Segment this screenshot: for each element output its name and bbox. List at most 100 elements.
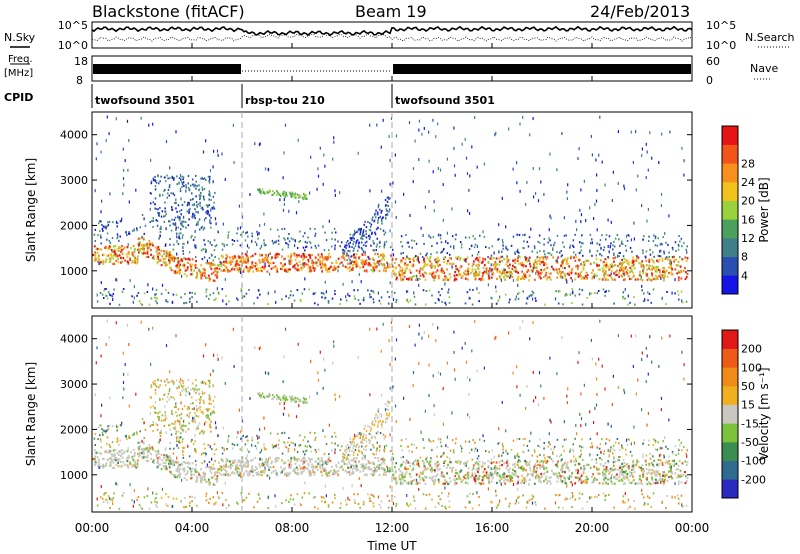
velocity-cell [500, 477, 503, 480]
velocity-cell [664, 461, 667, 464]
power-cell [303, 255, 306, 258]
power-cell [388, 208, 391, 211]
power-cell [179, 263, 182, 266]
velocity-cell [465, 462, 467, 465]
power-cell [316, 264, 319, 267]
power-cell [492, 264, 495, 267]
power-cell [154, 207, 156, 210]
power-cell [288, 240, 291, 243]
velocity-cell [146, 451, 149, 454]
power-cell [362, 232, 364, 235]
power-cell [538, 167, 541, 171]
power-cell [154, 246, 157, 249]
velocity-cell [623, 465, 626, 468]
power-cell [469, 297, 471, 300]
velocity-cell [244, 462, 247, 465]
power-cell [482, 230, 484, 234]
colorbar-tick-label: 8 [741, 251, 748, 264]
nsky-label: N.Sky [4, 31, 36, 44]
power-cell [394, 274, 397, 277]
power-cell [237, 255, 240, 258]
velocity-cell [325, 472, 327, 475]
velocity-cell [184, 461, 187, 464]
power-cell [194, 292, 196, 295]
power-cell [176, 210, 178, 213]
power-cell [375, 245, 378, 248]
power-cell [323, 265, 326, 268]
power-cell [476, 253, 479, 256]
power-cell [187, 201, 189, 204]
power-cell [156, 253, 159, 256]
power-cell [259, 261, 262, 264]
power-cell [298, 254, 300, 257]
velocity-cell [525, 464, 528, 467]
power-cell [203, 267, 206, 270]
power-cell [576, 268, 579, 271]
power-cell [260, 270, 263, 273]
velocity-cell [154, 450, 157, 453]
power-cell [533, 278, 536, 281]
power-cell [418, 277, 421, 281]
power-cell [176, 239, 178, 243]
power-cell [315, 261, 317, 265]
power-cell [623, 266, 625, 269]
power-cell [203, 270, 205, 273]
power-cell [677, 248, 680, 251]
velocity-cell [110, 453, 113, 456]
power-cell [277, 253, 280, 256]
power-cell [227, 231, 230, 234]
power-cell [637, 278, 639, 281]
power-cell [106, 297, 109, 300]
power-cell [445, 240, 447, 244]
power-cell [605, 270, 607, 273]
velocity-cell [473, 450, 476, 453]
power-cell [650, 279, 653, 282]
power-cell [686, 245, 688, 248]
power-cell [674, 241, 677, 244]
velocity-cell [548, 476, 551, 479]
power-cell [379, 228, 382, 230]
power-cell [169, 266, 171, 269]
velocity-cell [489, 472, 492, 475]
power-cell [370, 223, 373, 226]
power-cell [372, 290, 374, 293]
power-cell [554, 297, 557, 301]
power-cell [677, 264, 680, 267]
power-cell [651, 265, 654, 268]
power-cell [302, 235, 304, 238]
power-cell [213, 279, 216, 282]
power-cell [128, 232, 130, 235]
power-cell [647, 207, 649, 211]
power-cell [209, 261, 211, 265]
power-cell [201, 274, 204, 277]
velocity-cell [191, 462, 194, 465]
power-cell [259, 269, 261, 272]
power-cell [546, 266, 549, 269]
power-cell [244, 253, 247, 256]
velocity-cell [399, 473, 402, 476]
velocity-cell [618, 479, 620, 482]
power-cell [423, 242, 425, 245]
power-cell [601, 267, 604, 270]
power-cell [201, 176, 203, 180]
velocity-cell [512, 473, 515, 476]
power-cell [500, 255, 503, 259]
power-cell [120, 250, 122, 253]
velocity-cell [410, 482, 413, 485]
power-cell [176, 266, 179, 269]
power-cell [261, 259, 264, 263]
power-cell [406, 298, 408, 301]
velocity-cell [423, 462, 425, 465]
power-cell [182, 242, 184, 245]
velocity-cell [501, 475, 504, 479]
velocity-cell [542, 460, 545, 463]
power-cell [529, 262, 531, 265]
power-cell [200, 277, 203, 280]
power-cell [116, 237, 118, 240]
power-cell [319, 263, 322, 266]
power-cell [561, 271, 564, 274]
freq-left-top: 18 [74, 55, 88, 68]
power-cell [256, 263, 258, 266]
velocity-cell [498, 461, 501, 464]
power-cell [654, 278, 657, 281]
